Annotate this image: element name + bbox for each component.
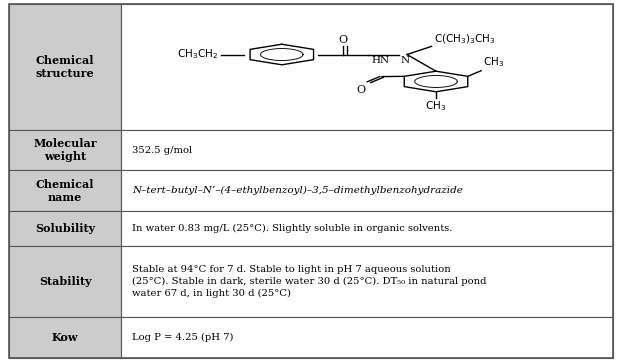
Bar: [9, 130, 121, 171]
Text: Molecular
weight: Molecular weight: [33, 138, 97, 162]
Text: 352.5 g/mol: 352.5 g/mol: [132, 146, 192, 155]
Bar: [9, 317, 121, 358]
Text: Stability: Stability: [39, 276, 91, 287]
Bar: [121, 317, 613, 358]
Bar: [9, 247, 121, 317]
Bar: [9, 171, 121, 211]
Text: $\mathrm{C(CH_3)_3}$: $\mathrm{C(CH_3)_3}$: [434, 32, 476, 46]
Text: N: N: [401, 56, 409, 65]
Text: Log P = 4.25 (pH 7): Log P = 4.25 (pH 7): [132, 333, 234, 342]
Text: HN: HN: [371, 56, 389, 65]
Text: Stable at 94°C for 7 d. Stable to light in pH 7 aqueous solution
(25°C). Stable : Stable at 94°C for 7 d. Stable to light …: [132, 265, 487, 298]
Bar: [121, 247, 613, 317]
Bar: [121, 171, 613, 211]
Bar: [121, 130, 613, 171]
Text: O: O: [339, 35, 348, 45]
Text: In water 0.83 mg/L (25°C). Slightly soluble in organic solvents.: In water 0.83 mg/L (25°C). Slightly solu…: [132, 224, 453, 233]
Bar: [9, 4, 121, 130]
Bar: [9, 211, 121, 247]
Text: Chemical
structure: Chemical structure: [36, 55, 94, 79]
Bar: [121, 4, 613, 130]
Text: Chemical
name: Chemical name: [36, 179, 94, 203]
Text: $\mathrm{CH_3}$: $\mathrm{CH_3}$: [484, 56, 505, 70]
Text: N–tert–butyl–N’–(4–ethylbenzoyl)–3,5–dimethylbenzohydrazide: N–tert–butyl–N’–(4–ethylbenzoyl)–3,5–dim…: [132, 186, 463, 195]
Text: $\mathrm{CH_3CH_2}$: $\mathrm{CH_3CH_2}$: [177, 48, 218, 62]
Text: Solubility: Solubility: [35, 223, 95, 234]
Text: O: O: [356, 85, 365, 94]
Text: Kow: Kow: [52, 332, 78, 343]
Text: $\mathrm{CH_3}$: $\mathrm{CH_3}$: [474, 32, 495, 46]
Bar: [121, 211, 613, 247]
Text: $\mathrm{CH_3}$: $\mathrm{CH_3}$: [425, 99, 446, 113]
